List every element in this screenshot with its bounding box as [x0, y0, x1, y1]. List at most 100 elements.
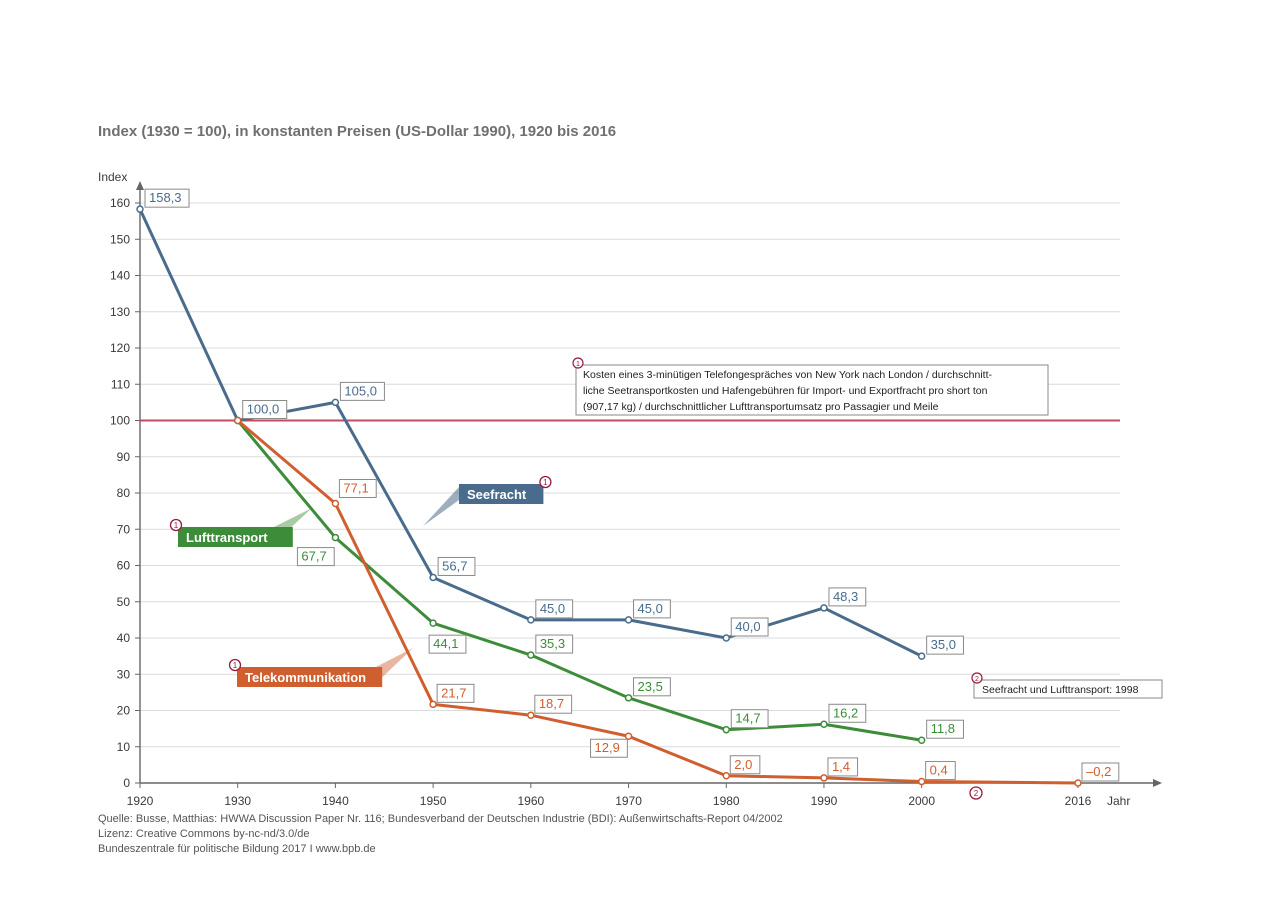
y-tick-label: 140: [110, 269, 130, 283]
y-tick-label: 100: [110, 414, 130, 428]
series-name-tag-pointer-telekommunikation: [374, 648, 413, 685]
data-point-lufttransport: [820, 720, 828, 729]
data-point-telekommunikation: [1074, 779, 1082, 787]
footnote-2-marker: [971, 672, 983, 684]
y-tick-label: 120: [110, 341, 130, 355]
data-label-box-seefracht: [633, 599, 671, 619]
series-footnote-marker-seefracht: [539, 475, 552, 489]
data-label-box-seefracht: [535, 599, 574, 619]
data-point-lufttransport: [527, 651, 535, 659]
data-point-telekommunikation: [331, 499, 340, 508]
data-label-box-telekommunikation: [436, 683, 475, 703]
x-tick-label: 1970: [615, 794, 642, 808]
data-label-seefracht: 56,7: [442, 558, 467, 573]
data-label-box-telekommunikation: [1081, 762, 1120, 782]
data-label-lufttransport: 67,7: [301, 549, 326, 564]
data-label-seefracht: 45,0: [540, 601, 565, 616]
y-axis-label: Index: [98, 170, 127, 184]
data-label-telekommunikation: 2,0: [734, 757, 752, 772]
x-tick-label: 2016: [1065, 794, 1092, 808]
y-tick-label: 40: [117, 631, 131, 645]
y-tick-label: 10: [117, 740, 131, 754]
data-label-seefracht: 158,3: [149, 190, 182, 205]
year-2000-footnote-marker: 2: [969, 786, 983, 800]
data-label-box-telekommunikation: [827, 757, 859, 777]
footnote-1-line-1: Kosten eines 3-minütigen Telefongespräch…: [583, 369, 992, 381]
series-lines: [136, 205, 1082, 787]
data-label-telekommunikation: 12,9: [595, 740, 620, 755]
data-label-seefracht: 105,0: [344, 383, 377, 398]
data-point-seefracht: [429, 573, 437, 582]
series-name-seefracht: Seefracht: [467, 487, 527, 502]
data-point-seefracht: [136, 205, 144, 213]
data-label-telekommunikation: 1,4: [832, 759, 850, 774]
footnote-1-line-2: liche Seetransportkosten und Hafengebühr…: [583, 385, 988, 397]
y-tick-label: 50: [117, 595, 131, 609]
y-tick-label: 30: [117, 667, 131, 681]
series-footnote-number-telekommunikation: 1: [233, 661, 238, 670]
data-label-box-lufttransport: [428, 634, 467, 654]
chart-title: Index (1930 = 100), in konstanten Preise…: [98, 123, 616, 140]
data-label-box-lufttransport: [535, 634, 574, 654]
x-axis-arrow: [1153, 779, 1162, 787]
x-tick-label: 2000: [908, 794, 935, 808]
footnote-1-marker-number: 1: [576, 361, 580, 368]
data-point-seefracht: [331, 398, 340, 407]
x-tick-label: 1930: [224, 794, 251, 808]
data-label-box-telekommunikation: [590, 738, 628, 758]
data-label-lufttransport: 11,8: [931, 721, 955, 736]
data-point-telekommunikation: [429, 700, 437, 709]
gridlines: [140, 202, 1120, 748]
data-label-seefracht: 40,0: [735, 619, 760, 634]
year-2000-marker-circle: [969, 786, 983, 800]
year-2000-marker-number: 2: [974, 789, 979, 798]
x-tick-label: 1980: [713, 794, 740, 808]
data-label-box-seefracht: [730, 617, 769, 637]
data-label-box-seefracht: [437, 556, 476, 576]
x-tick-label: 1990: [811, 794, 838, 808]
footnote-2-marker-number: 2: [975, 676, 979, 683]
y-tick-label: 160: [110, 196, 130, 210]
data-point-lufttransport: [624, 694, 633, 702]
data-label-box-seefracht: [242, 400, 288, 419]
y-axis-arrow: [136, 181, 144, 190]
y-tick-label: 150: [110, 232, 130, 246]
data-label-lufttransport: 23,5: [638, 679, 663, 694]
axes: 0 10 20 30 40 50 60 70 80 90 100 110 120 130 140 150 160…: [110, 181, 1162, 808]
series-name-telekommunikation: Telekommunikation: [245, 670, 366, 685]
series-name-tags: Seefracht 1 Lufttransport 1 Telekommunikatio…: [169, 475, 552, 687]
data-labels: 158,3 100,0 105,0 56,7 45,0 45,0 40,0 48,3 35,0 6…: [144, 188, 1120, 782]
data-label-telekommunikation: 0,4: [930, 763, 948, 778]
series-footnote-number-lufttransport: 1: [174, 521, 179, 530]
data-point-seefracht: [527, 616, 535, 624]
footnote-2-text: Seefracht und Lufttransport: 1998: [982, 684, 1139, 696]
data-label-box-seefracht: [926, 635, 964, 655]
series-footnote-marker-lufttransport: [169, 518, 183, 532]
data-point-seefracht: [917, 652, 926, 660]
data-label-box-lufttransport: [633, 677, 671, 697]
data-label-telekommunikation: 18,7: [539, 696, 564, 711]
data-point-telekommunikation: [917, 777, 926, 786]
series-name-tag-pointer-seefracht: [423, 487, 459, 526]
series-line-seefracht: [138, 208, 923, 658]
y-tick-label: 70: [117, 522, 131, 536]
x-tick-label: 1940: [322, 794, 349, 808]
x-axis-label: Jahr: [1107, 794, 1130, 808]
data-label-box-lufttransport: [926, 719, 964, 739]
data-point-telekommunikation: [527, 711, 535, 719]
y-tick-label: 80: [117, 486, 131, 500]
data-point-telekommunikation: [624, 732, 633, 740]
data-label-box-seefracht: [144, 188, 190, 208]
y-tick-label: 0: [123, 776, 130, 790]
data-label-seefracht: 48,3: [833, 589, 858, 604]
data-label-telekommunikation: –0,2: [1086, 764, 1111, 779]
source-line-3: Bundeszentrale für politische Bildung 20…: [98, 843, 376, 855]
data-label-box-telekommunikation: [534, 694, 573, 714]
y-tick-label: 130: [110, 305, 130, 319]
series-footnote-marker-telekommunikation: [228, 658, 242, 672]
data-label-box-lufttransport: [296, 547, 335, 567]
data-point-lufttransport: [917, 736, 926, 744]
data-label-box-telekommunikation: [338, 479, 377, 499]
series-name-lufttransport: Lufttransport: [186, 530, 268, 545]
